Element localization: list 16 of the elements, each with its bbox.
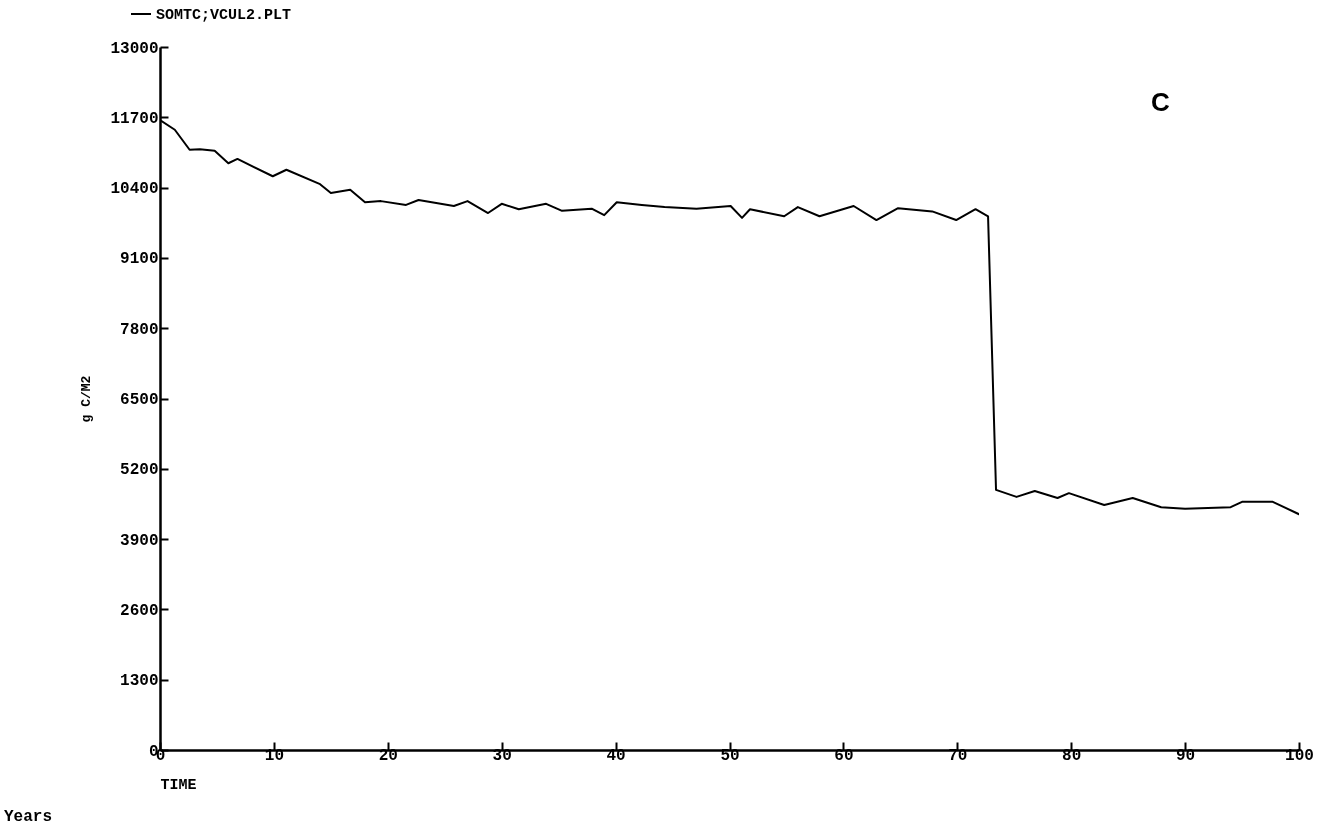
y-axis-title: g C/M2 (78, 375, 94, 423)
x-axis-title: TIME (160, 776, 197, 794)
x-tick-label: 100 (1285, 746, 1314, 765)
y-tick-label: 2600 (120, 601, 159, 620)
y-tick-label: 5200 (120, 461, 159, 480)
y-tick-label: 3900 (120, 531, 159, 550)
y-tick-label: 11700 (110, 109, 159, 128)
text: Years (4, 808, 53, 826)
annotation: C (1150, 87, 1170, 118)
y-tick-label: 1300 (120, 672, 159, 691)
legend-label: SOMTC;VCUL2.PLT (156, 7, 292, 24)
y-tick-label: 7800 (120, 320, 159, 339)
y-tick-label: 13000 (110, 39, 159, 58)
y-tick-label: 6500 (120, 391, 159, 409)
y-tick-label: 9100 (120, 250, 159, 269)
y-tick-label: 10400 (110, 180, 159, 199)
